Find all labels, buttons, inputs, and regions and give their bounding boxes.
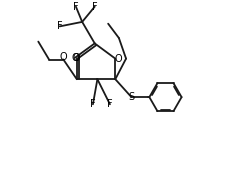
Text: F: F [92, 2, 97, 12]
Text: O: O [73, 53, 81, 63]
Text: O: O [59, 52, 67, 62]
Text: F: F [107, 99, 113, 109]
Text: F: F [90, 99, 96, 109]
Text: O: O [71, 53, 79, 63]
Text: O: O [115, 54, 122, 64]
Text: F: F [73, 2, 79, 12]
Text: F: F [57, 21, 63, 31]
Text: S: S [128, 92, 135, 102]
